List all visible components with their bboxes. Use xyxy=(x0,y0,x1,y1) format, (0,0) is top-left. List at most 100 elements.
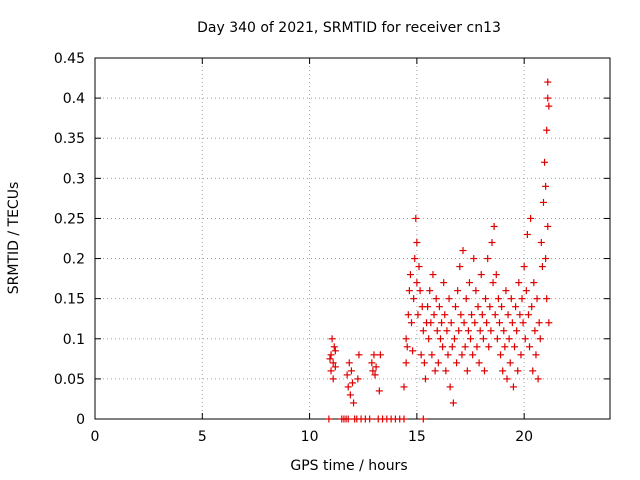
data-point xyxy=(416,287,424,295)
data-point xyxy=(345,359,353,367)
data-point xyxy=(349,379,356,387)
data-point xyxy=(505,335,513,343)
data-point xyxy=(482,295,490,303)
data-point xyxy=(447,319,455,327)
data-point xyxy=(326,355,334,363)
data-point xyxy=(370,351,378,359)
data-point xyxy=(468,311,476,319)
data-point xyxy=(476,327,484,335)
data-point xyxy=(473,343,481,351)
data-point xyxy=(444,351,452,359)
data-point xyxy=(343,371,351,379)
y-tick-label: 0.35 xyxy=(54,131,85,147)
data-point xyxy=(449,399,457,407)
data-point xyxy=(368,359,376,367)
data-point xyxy=(452,303,459,311)
data-point xyxy=(400,415,408,423)
data-point xyxy=(344,383,352,391)
data-point xyxy=(539,198,547,206)
data-point xyxy=(519,319,527,327)
data-point xyxy=(435,303,443,311)
data-point xyxy=(518,295,526,303)
x-tick-label: 20 xyxy=(515,429,533,445)
data-point xyxy=(532,351,540,359)
data-point xyxy=(536,335,544,343)
data-point xyxy=(455,327,463,335)
data-point xyxy=(495,319,503,327)
data-point xyxy=(509,383,517,391)
data-point xyxy=(354,375,362,383)
data-point xyxy=(500,327,508,335)
data-point xyxy=(465,279,473,287)
axis-ticks: 0 5 10 15 20 0 0.05 0.1 0.15 0.2 0.25 0.3 0.35 0.4 0.4… xyxy=(54,51,610,445)
data-point xyxy=(406,271,414,279)
data-point xyxy=(438,319,446,327)
data-point xyxy=(400,383,408,391)
data-point xyxy=(461,343,469,351)
data-point xyxy=(428,351,436,359)
data-point xyxy=(329,359,337,367)
data-point xyxy=(441,311,449,319)
data-point xyxy=(329,375,337,383)
chart-title: Day 340 of 2021, SRMTID for receiver cn1… xyxy=(197,20,501,36)
data-point xyxy=(366,415,374,423)
data-point xyxy=(522,287,530,295)
data-point xyxy=(501,343,509,351)
data-point xyxy=(503,375,511,383)
data-point xyxy=(529,367,537,375)
data-point xyxy=(513,327,521,335)
data-point xyxy=(527,214,535,222)
data-point xyxy=(499,367,507,375)
data-point xyxy=(515,279,523,287)
data-point xyxy=(464,327,472,335)
data-point xyxy=(350,399,358,407)
y-tick-label: 0.4 xyxy=(63,91,85,107)
data-point xyxy=(543,295,551,303)
data-point xyxy=(402,335,410,343)
data-point xyxy=(472,287,480,295)
data-point xyxy=(463,367,471,375)
data-point xyxy=(347,367,355,375)
data-point xyxy=(521,335,529,343)
data-point xyxy=(504,311,512,319)
data-point xyxy=(470,255,478,263)
data-point xyxy=(454,287,462,295)
data-point xyxy=(328,335,336,343)
y-tick-label: 0.3 xyxy=(63,171,85,187)
data-point xyxy=(443,327,451,335)
data-point xyxy=(517,351,525,359)
data-point xyxy=(450,335,458,343)
data-point xyxy=(530,279,538,287)
data-point xyxy=(426,287,434,295)
data-point xyxy=(462,295,470,303)
data-point xyxy=(531,327,539,335)
data-point xyxy=(429,271,437,279)
data-point xyxy=(439,343,447,351)
data-point xyxy=(490,222,498,230)
data-point xyxy=(545,102,553,110)
y-tick-label: 0.1 xyxy=(63,332,85,348)
data-point xyxy=(371,371,379,379)
data-points xyxy=(325,78,553,423)
data-point xyxy=(467,335,475,343)
data-point xyxy=(445,295,453,303)
data-point xyxy=(421,375,429,383)
data-point xyxy=(355,351,363,359)
data-point xyxy=(537,239,545,247)
data-point xyxy=(408,319,416,327)
data-point xyxy=(493,335,501,343)
data-point xyxy=(404,311,412,319)
data-point xyxy=(372,363,380,371)
data-point xyxy=(483,319,491,327)
data-point xyxy=(427,319,435,327)
data-point xyxy=(325,415,333,423)
y-tick-label: 0.15 xyxy=(54,292,85,308)
data-point xyxy=(448,343,456,351)
x-tick-label: 10 xyxy=(301,429,319,445)
data-point xyxy=(432,295,440,303)
data-point xyxy=(491,311,499,319)
y-tick-label: 0 xyxy=(76,412,85,428)
data-point xyxy=(402,359,410,367)
data-point xyxy=(494,295,502,303)
